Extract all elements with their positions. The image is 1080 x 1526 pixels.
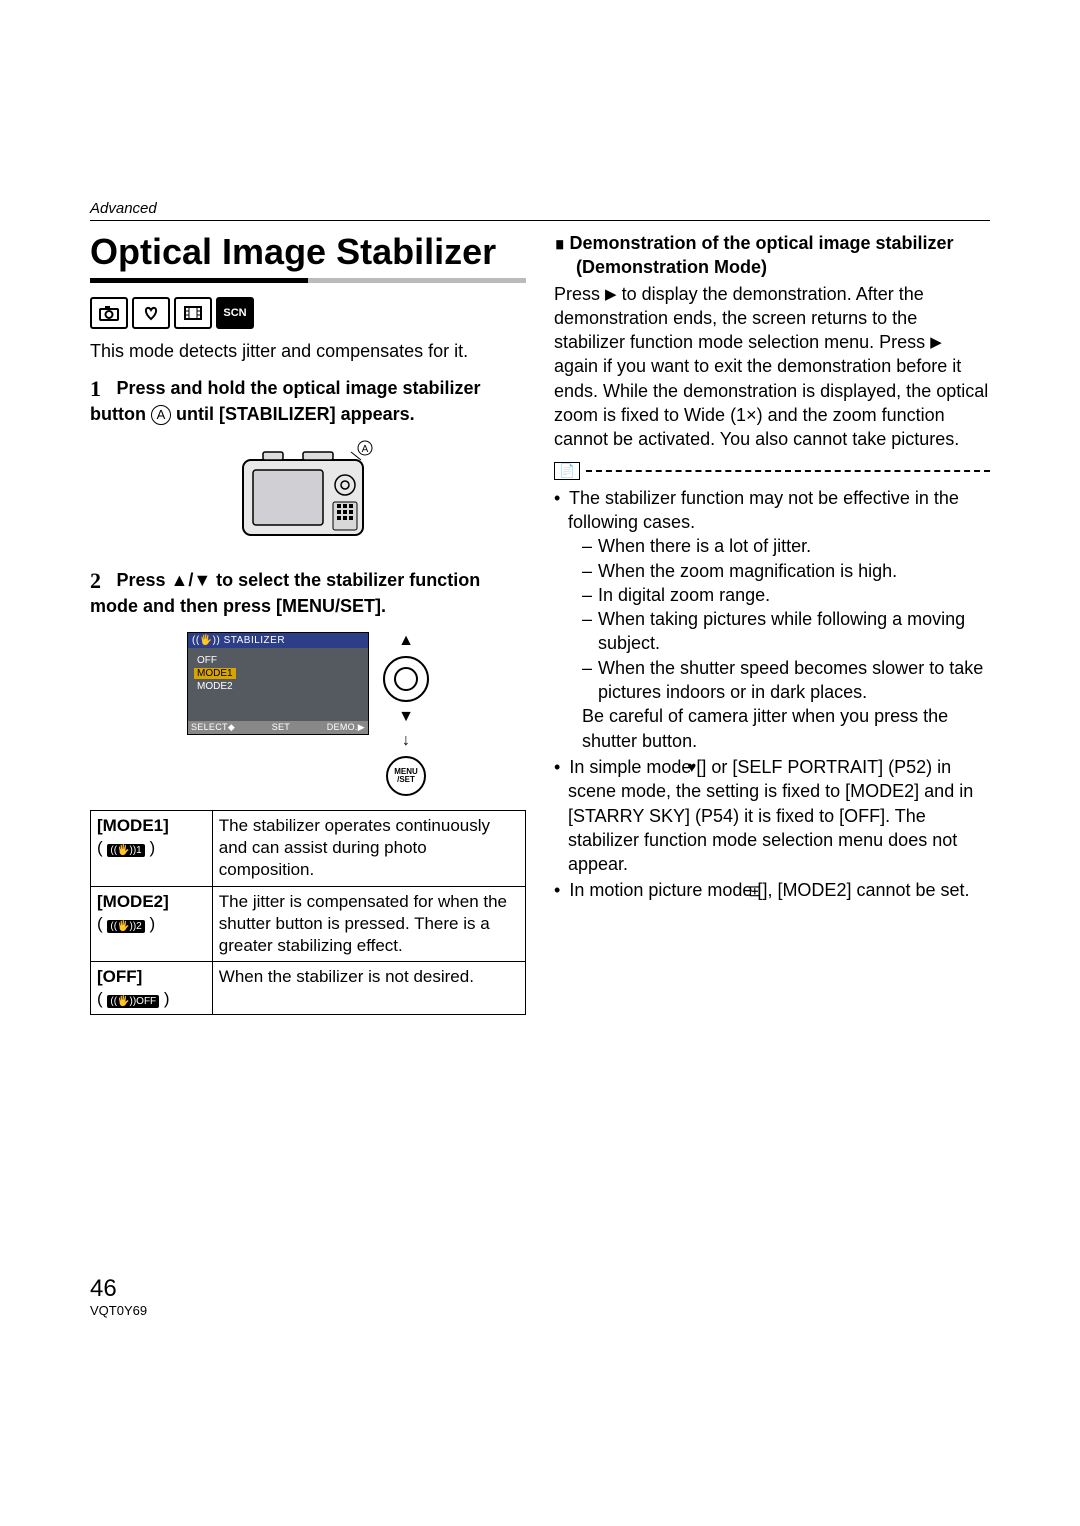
nav-down-icon: ▼ — [398, 708, 414, 726]
dash-rule — [586, 470, 990, 472]
lcd-opt-off: OFF — [194, 655, 220, 666]
step-2: 2 Press ▲/▼ to select the stabilizer fun… — [90, 568, 526, 618]
table-row: [MODE1] ( ((🖐))1 ) The stabilizer operat… — [91, 811, 526, 886]
right-column: ∎Demonstration of the optical image stab… — [554, 231, 990, 1015]
nav-ring-icon — [383, 656, 429, 702]
mode2-icon: ((🖐))2 — [107, 920, 144, 933]
two-column-layout: Optical Image Stabilizer SCN This mode d… — [90, 231, 990, 1015]
list-item: When the zoom magnification is high. — [582, 559, 990, 583]
nav-diagram: ▲ ▼ ↓ MENU /SET — [383, 632, 429, 796]
list-item: When the shutter speed becomes slower to… — [582, 656, 990, 705]
table-row: [OFF] ( ((🖐))OFF ) When the stabilizer i… — [91, 961, 526, 1014]
lcd-body: OFF MODE1 MODE2 — [188, 648, 368, 721]
intro-text: This mode detects jitter and compensates… — [90, 339, 526, 363]
mode-icon-camera — [90, 297, 128, 329]
step-2-number: 2 — [90, 568, 112, 594]
mode-icon-scn: SCN — [216, 297, 254, 329]
lcd-opt-mode1: MODE1 — [194, 668, 236, 679]
list-item: The stabilizer function may not be effec… — [554, 486, 990, 753]
mode2-desc-cell: The jitter is compensated for when the s… — [212, 886, 525, 961]
doc-code: VQT0Y69 — [90, 1303, 990, 1318]
list-item: In motion picture mode [⊞], [MODE2] cann… — [554, 878, 990, 902]
lcd-figure: ((🖐)) STABILIZER OFF MODE1 MODE2 SELECT◆… — [90, 632, 526, 796]
right-arrow-icon: ▶ — [605, 285, 617, 305]
mode-icons-row: SCN — [90, 297, 526, 329]
camera-illustration: A — [90, 440, 526, 550]
camera-a-label: A — [362, 444, 369, 455]
mode1-icon: ((🖐))1 — [107, 844, 144, 857]
mode-table: [MODE1] ( ((🖐))1 ) The stabilizer operat… — [90, 810, 526, 1015]
lcd-footer: SELECT◆ SET DEMO.▶ — [188, 721, 368, 734]
manual-page: Advanced Optical Image Stabilizer SCN Th… — [0, 0, 1080, 1378]
label-a-inline: A — [151, 405, 171, 425]
step-2-text: Press ▲/▼ to select the stabilizer funct… — [90, 570, 480, 616]
off-label-cell: [OFF] ( ((🖐))OFF ) — [91, 961, 213, 1014]
off-desc-cell: When the stabilizer is not desired. — [212, 961, 525, 1014]
menu-set-button-icon: MENU /SET — [386, 756, 426, 796]
page-title: Optical Image Stabilizer — [90, 231, 526, 272]
page-header: Advanced — [90, 200, 990, 221]
list-item: In simple mode [♥] or [SELF PORTRAIT] (P… — [554, 755, 990, 876]
step-1-number: 1 — [90, 376, 112, 402]
mode1-desc-cell: The stabilizer operates continuously and… — [212, 811, 525, 886]
square-bullet-icon: ∎ — [554, 233, 565, 253]
section-label: Advanced — [90, 200, 157, 217]
lcd-screen: ((🖐)) STABILIZER OFF MODE1 MODE2 SELECT◆… — [187, 632, 369, 735]
table-row: [MODE2] ( ((🖐))2 ) The jitter is compens… — [91, 886, 526, 961]
left-column: Optical Image Stabilizer SCN This mode d… — [90, 231, 526, 1015]
nav-down-arrow-icon: ↓ — [402, 732, 410, 750]
demo-paragraph: Press ▶ to display the demonstration. Af… — [554, 282, 990, 452]
nav-up-icon: ▲ — [398, 632, 414, 650]
demo-heading: ∎Demonstration of the optical image stab… — [554, 231, 990, 280]
note1-tail: Be careful of camera jitter when you pre… — [568, 704, 990, 753]
page-footer: 46 VQT0Y69 — [90, 1275, 990, 1318]
list-item: When there is a lot of jitter. — [582, 534, 990, 558]
step-1: 1 Press and hold the optical image stabi… — [90, 376, 526, 426]
title-rule — [90, 278, 526, 283]
note-icon: 📄 — [554, 462, 580, 480]
mode2-label-cell: [MODE2] ( ((🖐))2 ) — [91, 886, 213, 961]
lcd-title: ((🖐)) STABILIZER — [188, 633, 368, 648]
mode-icon-heart — [132, 297, 170, 329]
list-item: In digital zoom range. — [582, 583, 990, 607]
page-number: 46 — [90, 1275, 990, 1303]
mode-icon-film — [174, 297, 212, 329]
sub-list: When there is a lot of jitter. When the … — [568, 534, 990, 704]
lcd-opt-mode2: MODE2 — [194, 681, 236, 692]
step-1-text: Press and hold the optical image stabili… — [90, 378, 481, 424]
off-icon: ((🖐))OFF — [107, 995, 159, 1008]
right-arrow-icon: ▶ — [930, 333, 942, 353]
list-item: When taking pictures while following a m… — [582, 607, 990, 656]
mode1-label-cell: [MODE1] ( ((🖐))1 ) — [91, 811, 213, 886]
notes-list: The stabilizer function may not be effec… — [554, 486, 990, 903]
note-divider: 📄 — [554, 462, 990, 480]
